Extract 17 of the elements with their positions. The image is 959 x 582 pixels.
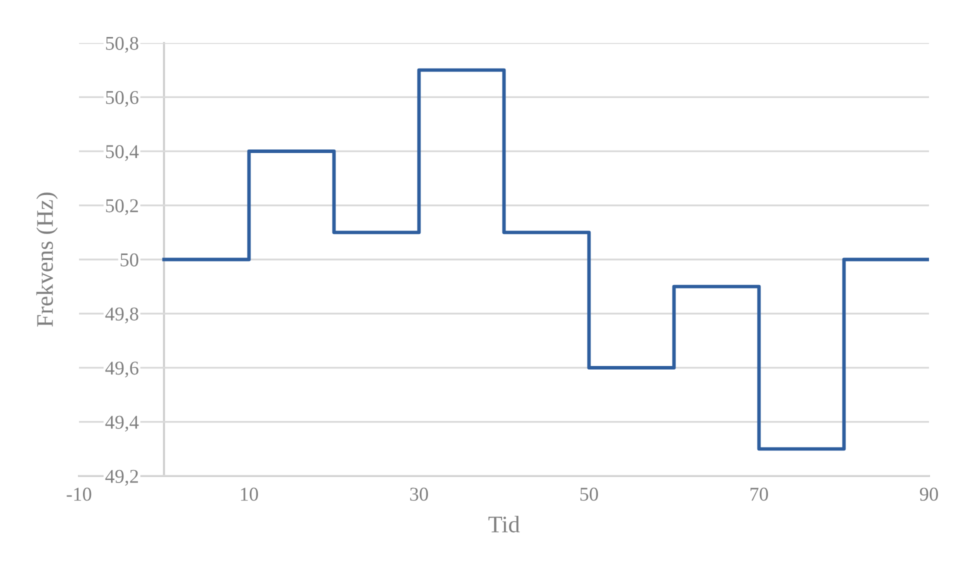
x-axis-title: Tid xyxy=(488,516,520,532)
y-tick-label: 50 xyxy=(120,253,138,266)
y-tick-label: 50,2 xyxy=(106,199,138,216)
y-tick-label: 50,4 xyxy=(106,145,139,161)
y-tick-label: 49,8 xyxy=(105,307,138,324)
x-tick-label: 70 xyxy=(750,488,768,501)
y-tick-label: 49,4 xyxy=(105,416,139,432)
y-tick-label: 49,2 xyxy=(105,470,138,486)
x-tick-label: 10 xyxy=(240,488,258,501)
y-tick-label: 50,8 xyxy=(106,36,138,53)
x-tick-label: -10 xyxy=(66,488,92,501)
y-axis-title: Frekvens (Hz) xyxy=(36,192,58,327)
x-tick-label: 90 xyxy=(920,488,938,501)
y-tick-label: 49,6 xyxy=(105,362,138,378)
x-tick-label: 50 xyxy=(580,488,598,501)
x-tick-label: 30 xyxy=(410,488,428,501)
y-tick-label: 50,6 xyxy=(106,90,138,107)
